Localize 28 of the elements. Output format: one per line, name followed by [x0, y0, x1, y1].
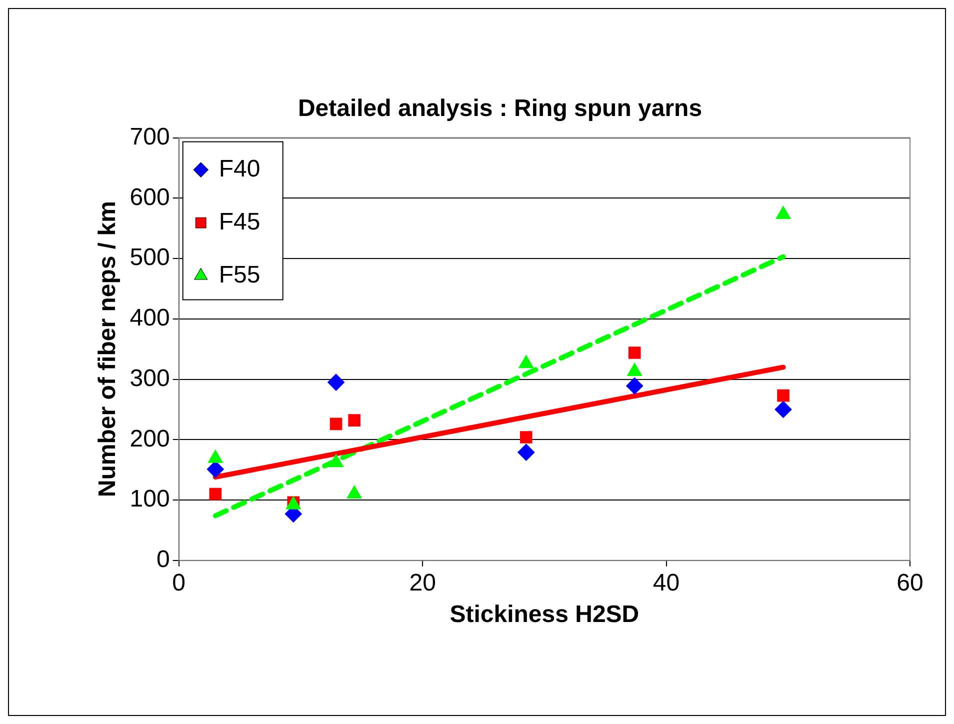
- x-tick-label: 20: [409, 569, 436, 596]
- point: [626, 377, 644, 394]
- y-tick-label: 700: [130, 123, 170, 150]
- point: [520, 431, 532, 444]
- y-tick-label: 600: [130, 184, 170, 211]
- y-tick-label: 300: [130, 364, 170, 392]
- y-tick-label: 500: [130, 244, 170, 272]
- point: [518, 444, 535, 461]
- legend-label: F55: [218, 261, 260, 288]
- legend-label: F40: [218, 155, 260, 182]
- point: [328, 374, 345, 391]
- point: [628, 346, 641, 359]
- legend-label: F45: [218, 208, 260, 236]
- y-tick-label: 200: [130, 425, 170, 452]
- chart-title: Detailed analysis : Ring spun yarns: [298, 95, 702, 122]
- point: [330, 418, 342, 430]
- y-tick-label: 400: [130, 304, 170, 332]
- point: [206, 460, 224, 478]
- point: [348, 414, 360, 426]
- point: [777, 389, 790, 402]
- y-tick-label: 100: [130, 486, 170, 513]
- y-tick-label: 0: [156, 546, 170, 574]
- x-tick-label: 60: [896, 569, 924, 596]
- point: [209, 488, 222, 500]
- x-tick-label: 40: [652, 569, 680, 596]
- point: [774, 400, 792, 418]
- y-axis-title: Number of fiber neps / km: [94, 201, 122, 498]
- x-axis-title: Stickiness H2SD: [450, 601, 640, 628]
